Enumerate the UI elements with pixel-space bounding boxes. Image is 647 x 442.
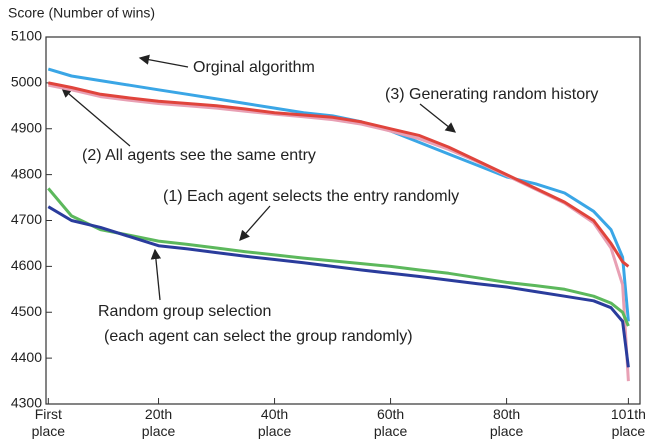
x-tick-label: 20th place <box>142 406 176 439</box>
y-tick-label: 4300 <box>11 395 42 411</box>
y-tick-label: 4600 <box>11 257 42 273</box>
series-line <box>47 187 630 327</box>
annotation: Orginal algorithm <box>193 59 315 76</box>
arrow <box>150 248 162 301</box>
arrow <box>61 87 131 147</box>
y-tick-label: 4400 <box>11 349 42 365</box>
y-tick-label: 4900 <box>11 119 42 135</box>
y-tick-label: 4500 <box>11 303 42 319</box>
x-tick-label: 101th place <box>611 406 646 439</box>
annotation: Random group selection <box>98 303 271 320</box>
arrow <box>138 54 189 68</box>
arrow <box>419 103 457 133</box>
x-tick-label: 60th place <box>374 406 408 439</box>
y-tick-label: 5000 <box>11 74 42 90</box>
series-line <box>47 205 630 368</box>
x-tick-label: 40th place <box>258 406 292 439</box>
x-tick-label: 80th place <box>490 406 524 439</box>
annotation: (2) All agents see the same entry <box>82 147 316 164</box>
series-line <box>48 81 630 268</box>
annotation: (each agent can select the group randoml… <box>104 328 413 345</box>
y-tick-label: 4700 <box>11 211 42 227</box>
x-tick-label: First place <box>32 406 66 439</box>
y-tick-label: 4800 <box>11 165 42 181</box>
y-axis-label: Score (Number of wins) <box>8 5 155 21</box>
annotation: (3) Generating random history <box>385 86 598 103</box>
y-tick-label: 5100 <box>11 28 42 44</box>
arrow <box>239 205 271 241</box>
annotation: (1) Each agent selects the entry randoml… <box>163 188 459 205</box>
arrows <box>61 54 457 301</box>
